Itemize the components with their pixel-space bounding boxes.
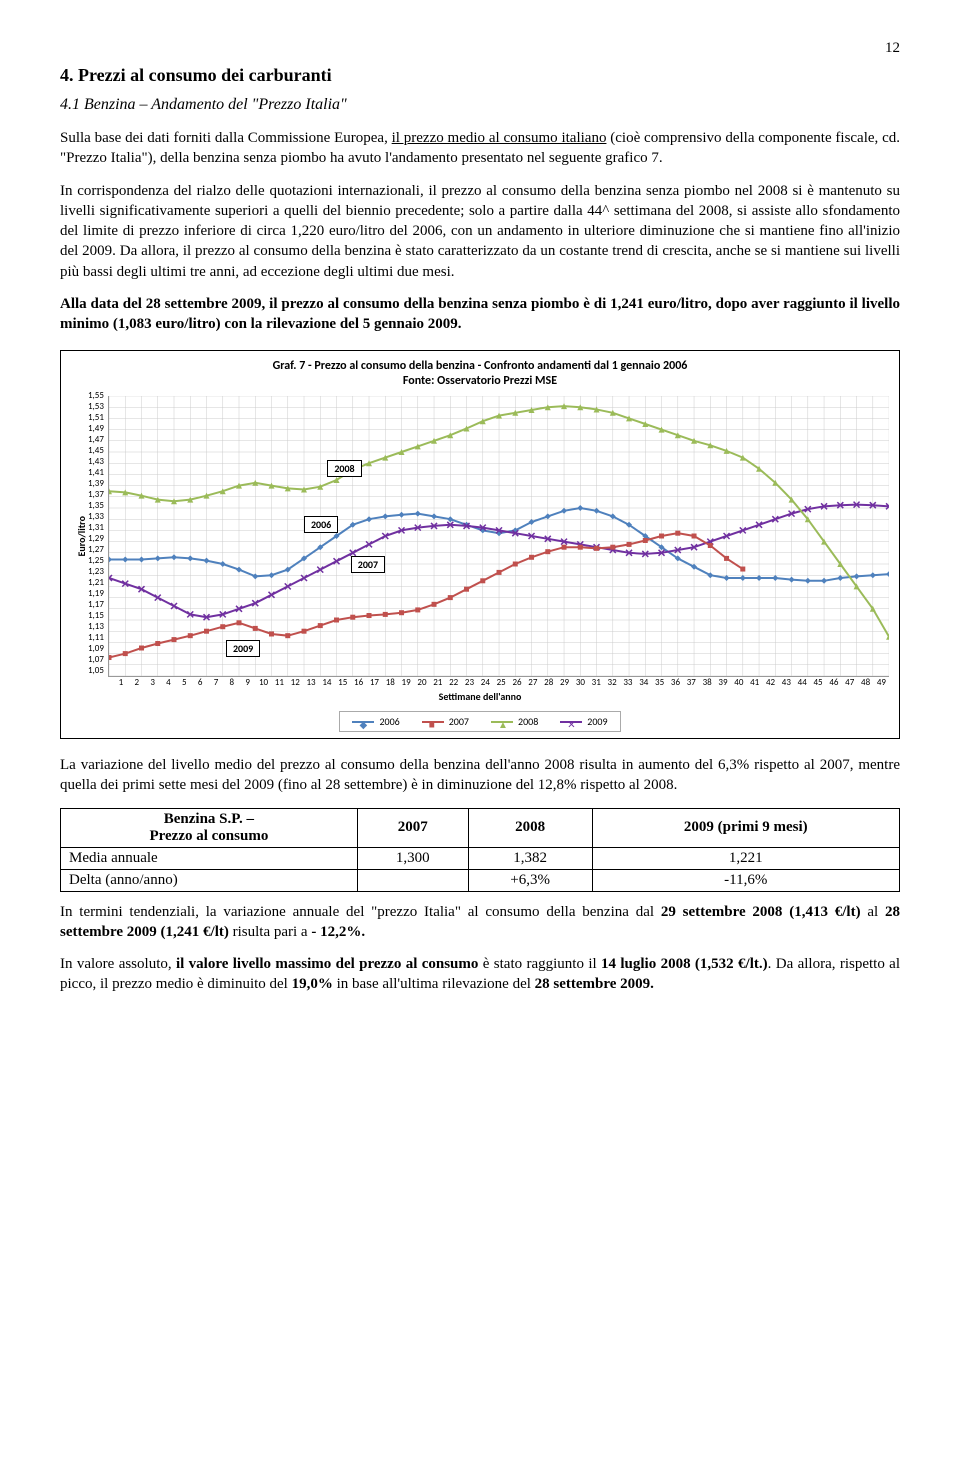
section-subheading: 4.1 Benzina – Andamento del "Prezzo Ital…: [60, 96, 900, 114]
data-table: Benzina S.P. –Prezzo al consumo200720082…: [60, 808, 900, 892]
chart-plot: 2006200720082009: [108, 396, 889, 677]
chart-container: Graf. 7 - Prezzo al consumo della benzin…: [60, 350, 900, 739]
chart-title: Graf. 7 - Prezzo al consumo della benzin…: [71, 359, 889, 388]
chart-x-label: Settimane dell'anno: [71, 690, 889, 703]
chart-x-ticks: 1234567891011121314151617181920212223242…: [113, 677, 889, 688]
page-number: 12: [60, 40, 900, 57]
chart-legend: ◆2006■2007▲2008✕2009: [339, 711, 620, 732]
chart-y-ticks: 1,051,071,091,111,131,151,171,191,211,23…: [88, 396, 108, 676]
paragraph-4: La variazione del livello medio del prez…: [60, 755, 900, 796]
paragraph-1: Sulla base dei dati forniti dalla Commis…: [60, 128, 900, 169]
paragraph-6: In valore assoluto, il valore livello ma…: [60, 954, 900, 995]
paragraph-2: In corrispondenza del rialzo delle quota…: [60, 181, 900, 282]
paragraph-5: In termini tendenziali, la variazione an…: [60, 902, 900, 943]
section-heading: 4. Prezzi al consumo dei carburanti: [60, 65, 900, 86]
chart-y-label: Euro/litro: [71, 516, 88, 557]
paragraph-3: Alla data del 28 settembre 2009, il prez…: [60, 294, 900, 335]
